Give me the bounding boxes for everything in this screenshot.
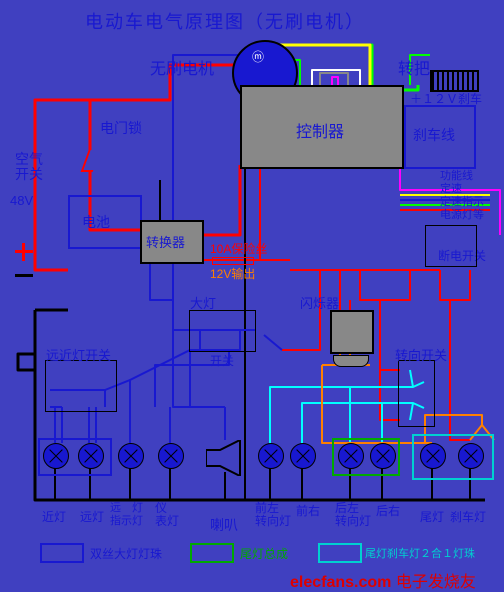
headlight-switch [189,310,256,352]
lbl-brake: 刹车灯 [450,508,486,525]
diagram-title: 电动车电气原理图（无刷电机） [85,8,365,34]
motor-label: 无刷电机 [150,55,214,79]
lbl-fl: 前左 转向灯 [255,502,291,528]
battery-symbol [15,250,45,280]
lbl-horn: 喇叭 [210,515,238,535]
bulb-far-ind [118,443,144,469]
hilo-switch-label: 远近灯开关 [46,345,111,364]
lbl-far-ind: 远 灯 指示灯 [110,502,143,528]
converter-label: 转换器 [146,232,185,251]
legend-2in1: 尾灯刹车灯２合１灯珠 [365,545,475,561]
watermark: elecfans.com 电子发烧友 [290,568,476,592]
brake-line-label: 刹车线 [413,125,455,145]
dual-filament-box [38,438,112,476]
lbl-tail: 尾灯 [420,508,444,525]
motor-inner: ⓜ [252,48,264,65]
watermark-tag: 电子发烧友 [396,574,476,591]
tail-brake-box [412,434,494,480]
legend-dual-swatch [40,543,84,563]
bulb-front-right [290,443,316,469]
turn-switch-label: 转向开关 [395,345,447,364]
lbl-near: 近灯 [42,508,66,525]
flasher-label: 闪烁器 [300,293,339,312]
ignition-label: 电门锁 [100,118,142,138]
throttle-symbol [430,70,479,92]
flasher-box [330,310,374,354]
legend-tail-swatch [190,543,234,563]
tail-assy-box [332,438,400,476]
hilo-switch [45,360,117,412]
lbl-fr: 前右 [296,502,320,519]
controller-label: 控制器 [296,118,344,142]
lbl-rr: 后右 [376,502,400,519]
speaker-symbol [206,440,248,476]
legend-dual: 双丝大灯灯珠 [90,545,162,562]
fuse-label: 10A保险丝 [210,240,267,257]
lbl-rl: 后左 转向灯 [335,502,371,528]
brake12v-label: ＋１２Ｖ刹车 [410,90,482,107]
headlight-label: 大灯 [190,293,216,312]
air-switch-label: 空气 开关 [15,152,43,182]
voltage-label: 48V [10,193,33,208]
lbl-far: 远灯 [80,508,104,525]
side-signals-label: 功能线 定速 定速指示 电源灯等 [440,170,484,222]
turn-switch [398,360,435,427]
output12v-label: 12V输出 [210,265,255,282]
power-cut-switch [425,225,477,267]
fuse-symbol [212,257,254,265]
legend-tail: 尾灯总成 [240,545,288,562]
lbl-meter: 仪 表灯 [155,502,179,528]
flasher-cap [333,355,369,367]
bulb-meter [158,443,184,469]
bulb-front-left [258,443,284,469]
throttle-label: 转把 [398,55,430,79]
battery-label: 电池 [82,212,110,232]
watermark-url: elecfans.com [290,574,391,591]
legend-2in1-swatch [318,543,362,563]
hl-switch-small-label: 开关 [210,352,234,369]
